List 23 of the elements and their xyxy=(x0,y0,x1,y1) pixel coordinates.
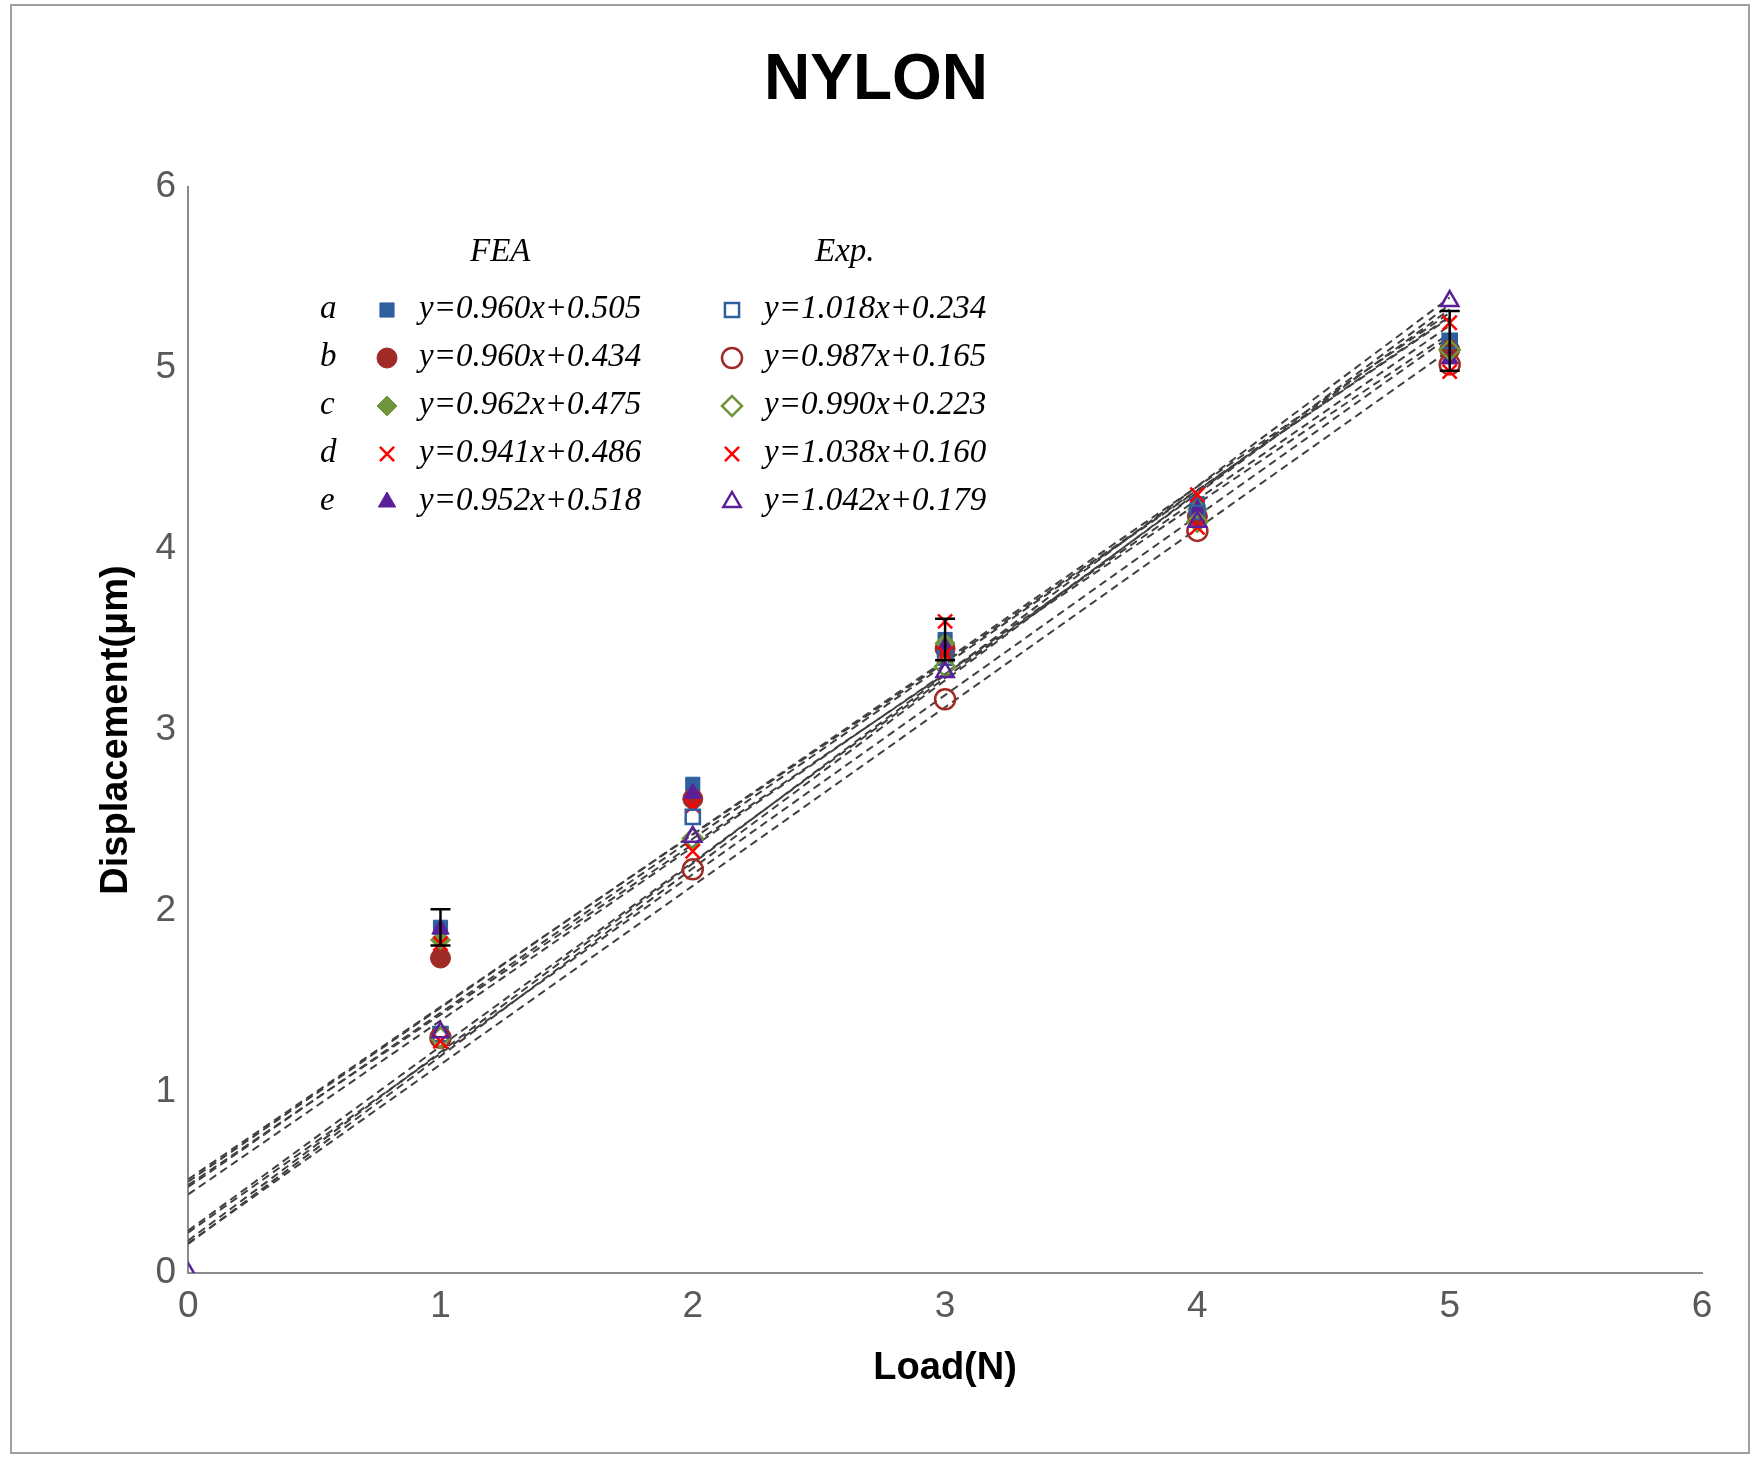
x-tick-label: 3 xyxy=(934,1284,956,1326)
annotation: e xyxy=(320,480,335,519)
x-axis-title: Load(N) xyxy=(873,1344,1017,1387)
y-tick-label: 4 xyxy=(155,526,177,568)
y-axis-title: Displacement(μm) xyxy=(93,565,136,895)
annotation: a xyxy=(320,288,337,327)
x-tick-label: 1 xyxy=(430,1284,451,1326)
annotation: b xyxy=(320,336,337,375)
x-tick-label: 6 xyxy=(1691,1284,1713,1326)
y-tick-label: 6 xyxy=(155,164,177,206)
annotation: d xyxy=(320,432,337,471)
annotation: Exp. xyxy=(815,232,875,269)
chart-title: NYLON xyxy=(763,40,989,114)
x-tick-label: 5 xyxy=(1439,1284,1460,1326)
y-tick-label: 2 xyxy=(155,888,177,930)
y-tick-label: 3 xyxy=(155,707,177,749)
annotation: FEA xyxy=(470,232,531,269)
x-tick-label: 4 xyxy=(1187,1284,1208,1326)
y-tick-label: 5 xyxy=(155,345,177,387)
annotation: c xyxy=(320,384,335,423)
x-tick-label: 2 xyxy=(682,1284,704,1326)
y-tick-label: 1 xyxy=(155,1069,177,1111)
y-tick-label: 0 xyxy=(155,1250,177,1292)
